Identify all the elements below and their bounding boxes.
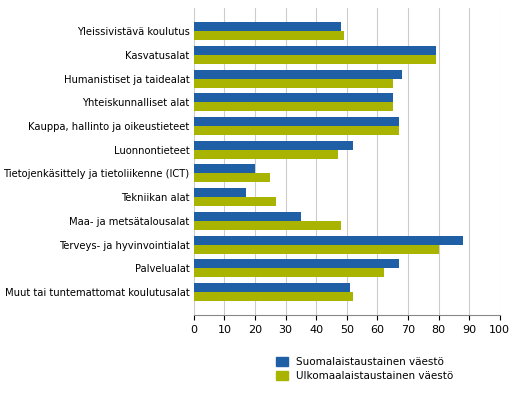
Bar bbox=[193, 173, 270, 183]
Bar bbox=[193, 31, 343, 40]
Bar bbox=[193, 292, 352, 301]
Bar bbox=[193, 46, 435, 55]
Bar bbox=[193, 164, 254, 173]
Bar bbox=[193, 117, 398, 126]
Bar bbox=[193, 245, 438, 254]
Bar bbox=[193, 188, 245, 197]
Legend: Suomalaistaustainen väestö, Ulkomaalaistaustainen väestö: Suomalaistaustainen väestö, Ulkomaalaist… bbox=[275, 357, 453, 381]
Bar bbox=[193, 69, 401, 78]
Bar bbox=[193, 283, 349, 292]
Bar bbox=[193, 221, 340, 230]
Bar bbox=[193, 78, 392, 88]
Bar bbox=[193, 268, 383, 278]
Bar bbox=[193, 212, 300, 221]
Bar bbox=[193, 236, 462, 245]
Bar bbox=[193, 22, 340, 31]
Bar bbox=[193, 259, 398, 268]
Bar bbox=[193, 197, 276, 206]
Bar bbox=[193, 55, 435, 64]
Bar bbox=[193, 150, 337, 159]
Bar bbox=[193, 141, 352, 150]
Bar bbox=[193, 93, 392, 102]
Bar bbox=[193, 126, 398, 135]
Bar bbox=[193, 102, 392, 111]
